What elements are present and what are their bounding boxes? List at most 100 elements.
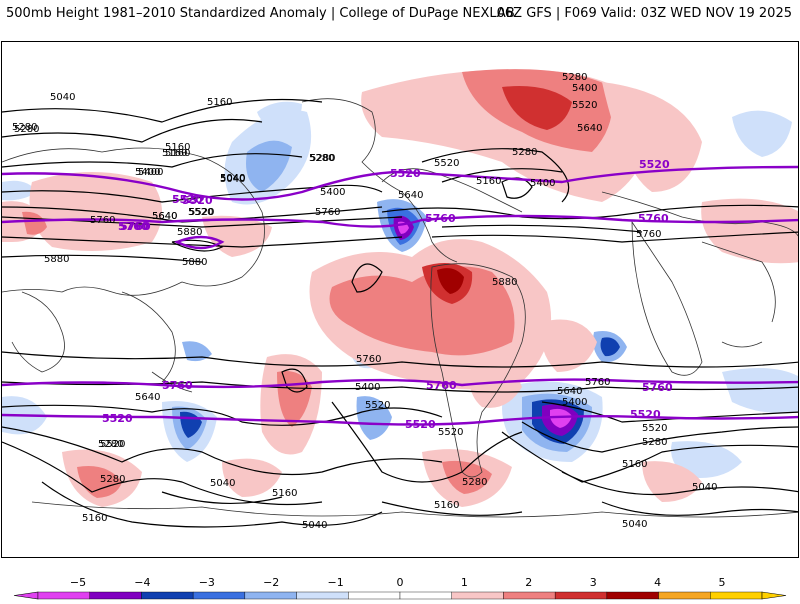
contour-label: 5640 (577, 123, 602, 134)
contour-label: 5280 (512, 147, 537, 158)
contour-label: 5280 (100, 474, 125, 485)
thickness-label: 5520 (639, 158, 670, 171)
thickness-label: 5760 (638, 212, 669, 225)
colorbar-tick-label: −5 (69, 576, 87, 589)
colorbar-tick-label: 1 (460, 576, 468, 589)
contour-label: 5040 (220, 173, 245, 184)
thickness-label: 5760 (118, 220, 149, 233)
contour-label: 5280 (98, 439, 123, 450)
thickness-label: 5520 (182, 194, 213, 207)
contour-label: 5280 (14, 124, 39, 135)
colorbar-segment (451, 591, 504, 600)
contour-label: 5520 (438, 427, 463, 438)
contour-label: 5400 (138, 167, 163, 178)
contour-label: 5040 (302, 520, 327, 531)
colorbar-segment (37, 591, 90, 600)
thickness-label: 5760 (425, 212, 456, 225)
colorbar-tick-label: −1 (327, 576, 344, 589)
colorbar-arrow-left (13, 591, 39, 600)
contour-label: 5160 (207, 97, 232, 108)
contour-label: 5160 (165, 142, 190, 153)
contour-label: 5160 (272, 488, 297, 499)
contour-label-set: 5040 5160 5280 5280 5400 5520 5640 5160 … (12, 72, 717, 531)
colorbar-arrow-right (761, 591, 787, 600)
contour-label: 5160 (622, 459, 647, 470)
contour-label: 5760 (585, 377, 610, 388)
colorbar-segment (192, 591, 246, 600)
colorbar-segment (244, 591, 297, 600)
colorbar-tick-label: 4 (654, 576, 662, 589)
map-title: 500mb Height 1981–2010 Standardized Anom… (6, 6, 515, 21)
positive-anomaly-shading (2, 69, 798, 507)
thickness-label: 5520 (102, 412, 133, 425)
contour-label: 5880 (44, 254, 69, 265)
coastlines (2, 98, 798, 518)
contour-label: 5640 (152, 211, 177, 222)
colorbar-segment (710, 591, 763, 600)
colorbar-tick-label: 5 (718, 576, 726, 589)
colorbar-tick-label: −2 (263, 576, 280, 589)
contour-label: 5040 (622, 519, 647, 530)
thickness-label: 5520 (390, 167, 421, 180)
anomaly-map: 5040 5160 5280 5280 5400 5520 5640 5160 … (2, 69, 798, 531)
colorbar-segment (141, 591, 194, 600)
contour-label: 5640 (152, 211, 177, 222)
contour-label: 5400 (562, 397, 587, 408)
contour-label: 5520 (365, 400, 390, 411)
thickness-label: 5760 (120, 220, 151, 233)
contour-label: 5520 (100, 439, 125, 450)
thickness-contours (2, 165, 798, 426)
colorbar-tick-label: −3 (198, 576, 215, 589)
contour-label: 5760 (315, 207, 340, 218)
contour-label: 5160 (165, 148, 190, 159)
thickness-label: 5760 (426, 379, 457, 392)
colorbar-segment (503, 591, 556, 600)
contour-label: 5280 (562, 72, 587, 83)
thickness-label: 5760 (162, 379, 193, 392)
contour-label: 5520 (572, 100, 597, 111)
colorbar-segment (296, 591, 349, 600)
contour-label: 5280 (12, 122, 37, 133)
colorbar-tick-label: 2 (525, 576, 533, 589)
contour-label: 5040 (50, 92, 75, 103)
map-panel: 5040 5160 5280 5280 5400 5520 5640 5160 … (1, 41, 799, 558)
contour-label: 5160 (434, 500, 459, 511)
contour-label: 5520 (434, 158, 459, 169)
contour-label: 5760 (636, 229, 661, 240)
contour-label: 5280 (309, 153, 334, 164)
colorbar-tick-label: 3 (589, 576, 597, 589)
contour-label: 5880 (177, 227, 202, 238)
contour-label: 5040 (220, 173, 245, 184)
contour-label: 5160 (476, 176, 501, 187)
colorbar-segment (658, 591, 711, 600)
contour-label: 5520 (189, 207, 214, 218)
contour-label: 5640 (557, 386, 582, 397)
contour-label: 5160 (82, 513, 107, 524)
colorbar-segment (399, 591, 452, 600)
contour-label: 5280 (310, 153, 335, 164)
thickness-label: 5520 (172, 193, 203, 206)
contour-label: 5400 (530, 178, 555, 189)
purple-label-set: 5520 5760 5520 5760 5520 5760 5520 5760 … (102, 158, 673, 431)
contour-label: 5880 (492, 277, 517, 288)
contour-label: 5880 (182, 257, 207, 268)
contour-label: 5400 (320, 187, 345, 198)
colorbar-segment (606, 591, 659, 600)
contour-label: 5640 (398, 190, 423, 201)
header: 500mb Height 1981–2010 Standardized Anom… (0, 0, 800, 28)
contour-label: 5280 (462, 477, 487, 488)
thickness-label: 5520 (405, 418, 436, 431)
contour-label: 5400 (355, 382, 380, 393)
colorbar-tick-label: −4 (134, 576, 151, 589)
colorbar-tick-label: 0 (396, 576, 404, 589)
contour-label: 5040 (210, 478, 235, 489)
contour-label: 5760 (90, 215, 115, 226)
contour-label: 5760 (356, 354, 381, 365)
colorbar-segment (554, 591, 608, 600)
thickness-label: 5760 (642, 381, 673, 394)
contour-label: 5040 (692, 482, 717, 493)
colorbar-segment (89, 591, 142, 600)
anomaly-colorbar (0, 570, 800, 600)
colorbar-graphic (13, 591, 787, 600)
colorbar-segment (348, 591, 401, 600)
